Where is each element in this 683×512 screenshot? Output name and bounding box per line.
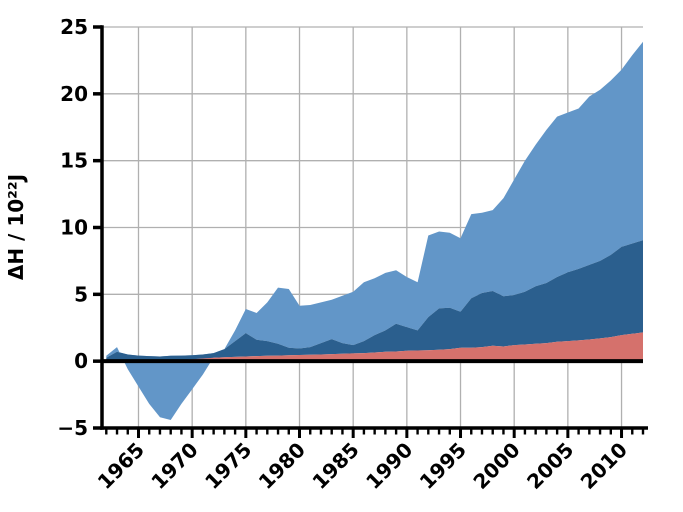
y-tick-label: 15	[60, 149, 88, 173]
area-mid-dark-blue-band	[106, 240, 644, 362]
x-tick-label: 2010	[576, 438, 632, 494]
area-lower-red-band	[106, 332, 644, 362]
y-tick-label: 5	[74, 282, 88, 306]
y-axis-label: ΔH / 10²²J	[4, 174, 28, 280]
x-tick-label: 2000	[468, 438, 524, 494]
area-upper-light-blue-band	[106, 41, 644, 420]
y-tick-label: 20	[60, 82, 88, 106]
y-tick-label: 10	[60, 216, 88, 240]
x-tick-label: 1995	[415, 438, 471, 494]
y-tick-label: 25	[60, 15, 88, 39]
x-tick-label: 1980	[254, 438, 310, 494]
y-tick-label: −5	[57, 416, 88, 440]
x-tick-label: 2005	[522, 438, 578, 494]
x-tick-label: 1985	[307, 438, 363, 494]
x-tick-label: 1975	[200, 438, 256, 494]
x-tick-label: 1990	[361, 438, 417, 494]
x-tick-label: 1970	[146, 438, 202, 494]
x-tick-label: 1965	[93, 438, 149, 494]
y-tick-label: 0	[74, 349, 88, 373]
area-layer	[106, 41, 644, 420]
